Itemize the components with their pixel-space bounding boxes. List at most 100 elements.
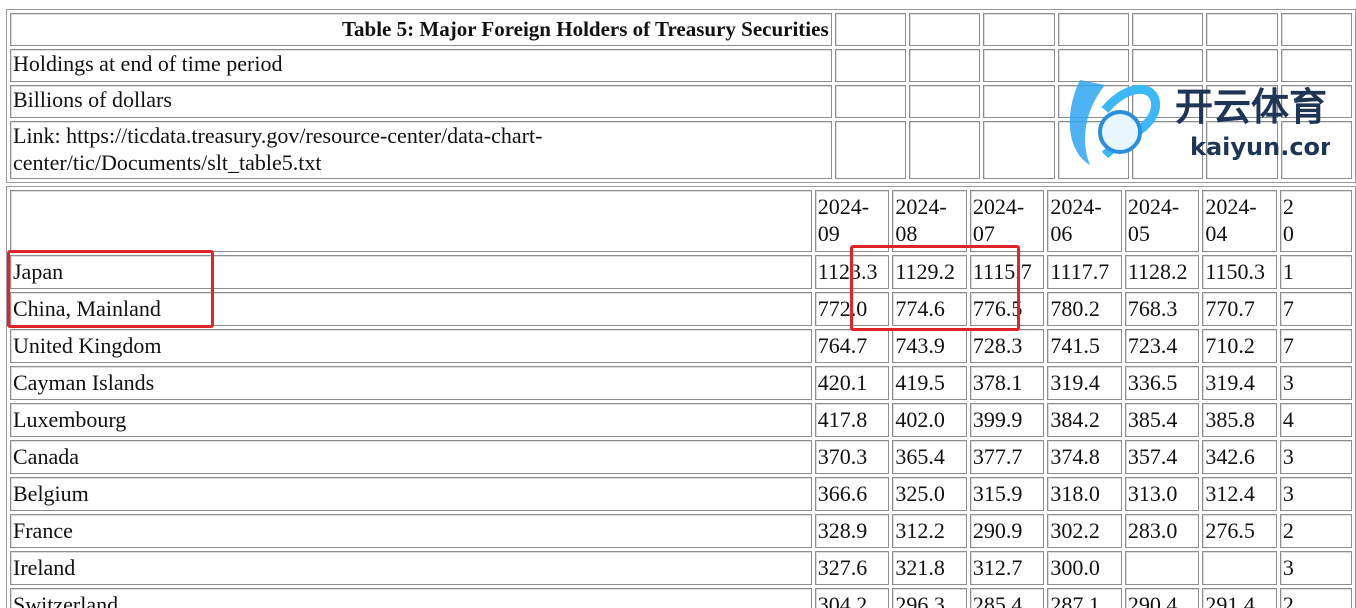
value-cell: 327.6	[814, 551, 890, 585]
value-cell: 402.0	[892, 403, 967, 437]
header-blank	[10, 190, 812, 252]
country-cell: Switzerland	[10, 588, 812, 608]
column-header: 2024- 04	[1202, 190, 1277, 252]
value-cell: 319.4	[1047, 366, 1122, 400]
column-header: 2024- 09	[814, 190, 890, 252]
column-header: 2024- 06	[1047, 190, 1122, 252]
value-cell: 4	[1279, 403, 1352, 437]
value-cell: 764.7	[814, 329, 890, 363]
table-row: Japan 1123.3 1129.2 1115.7 1117.7 1128.2 1150.…	[10, 255, 1352, 289]
country-cell: Belgium	[10, 477, 812, 511]
column-header: 2024- 07	[969, 190, 1045, 252]
value-cell: 315.9	[969, 477, 1045, 511]
country-cell: China, Mainland	[10, 292, 812, 326]
value-cell: 321.8	[892, 551, 967, 585]
country-cell: Canada	[10, 440, 812, 474]
holdings-table: 2024- 09 2024- 08 2024- 07 2024- 06 2024- 05 2024-…	[6, 186, 1356, 608]
value-cell: 774.6	[892, 292, 967, 326]
value-cell: 1123.3	[814, 255, 890, 289]
source-link[interactable]: Link: https://ticdata.treasury.gov/resou…	[10, 121, 832, 179]
value-cell: 399.9	[969, 403, 1045, 437]
value-cell: 304.2	[814, 588, 890, 608]
table-header-info: Table 5: Major Foreign Holders of Treasu…	[6, 9, 1356, 183]
value-cell: 328.9	[814, 514, 890, 548]
holdings-note: Holdings at end of time period	[10, 49, 832, 82]
value-cell: 300.0	[1047, 551, 1122, 585]
value-cell: 312.2	[892, 514, 967, 548]
value-cell: 1150.3	[1202, 255, 1277, 289]
header-row: 2024- 09 2024- 08 2024- 07 2024- 06 2024- 05 2024-…	[10, 190, 1352, 252]
value-cell: 2	[1279, 514, 1352, 548]
country-cell: Japan	[10, 255, 812, 289]
table-row: Luxembourg 417.8 402.0 399.9 384.2 385.4 385.8…	[10, 403, 1352, 437]
units-note: Billions of dollars	[10, 85, 832, 118]
value-cell: 319.4	[1202, 366, 1277, 400]
value-cell: 7	[1279, 292, 1352, 326]
value-cell: 302.2	[1047, 514, 1122, 548]
value-cell: 290.4	[1124, 588, 1200, 608]
value-cell	[1124, 551, 1200, 585]
value-cell: 365.4	[892, 440, 967, 474]
country-cell: Ireland	[10, 551, 812, 585]
column-header: 2024- 05	[1124, 190, 1200, 252]
table-title: Table 5: Major Foreign Holders of Treasu…	[10, 13, 832, 46]
value-cell: 1	[1279, 255, 1352, 289]
value-cell: 728.3	[969, 329, 1045, 363]
value-cell: 3	[1279, 551, 1352, 585]
value-cell: 710.2	[1202, 329, 1277, 363]
country-cell: United Kingdom	[10, 329, 812, 363]
column-header: 2024- 08	[892, 190, 967, 252]
table-row: Canada 370.3 365.4 377.7 374.8 357.4 342.6 3	[10, 440, 1352, 474]
value-cell: 283.0	[1124, 514, 1200, 548]
value-cell: 772.0	[814, 292, 890, 326]
value-cell: 384.2	[1047, 403, 1122, 437]
value-cell: 374.8	[1047, 440, 1122, 474]
value-cell: 325.0	[892, 477, 967, 511]
value-cell: 318.0	[1047, 477, 1122, 511]
value-cell: 287.1	[1047, 588, 1122, 608]
table-row: Ireland 327.6 321.8 312.7 300.0 3	[10, 551, 1352, 585]
value-cell: 291.4	[1202, 588, 1277, 608]
value-cell: 377.7	[969, 440, 1045, 474]
value-cell: 313.0	[1124, 477, 1200, 511]
value-cell: 312.7	[969, 551, 1045, 585]
value-cell: 770.7	[1202, 292, 1277, 326]
value-cell: 741.5	[1047, 329, 1122, 363]
value-cell: 312.4	[1202, 477, 1277, 511]
value-cell: 336.5	[1124, 366, 1200, 400]
value-cell: 776.5	[969, 292, 1045, 326]
value-cell: 3	[1279, 366, 1352, 400]
table-row: Belgium 366.6 325.0 315.9 318.0 313.0 312.4 3	[10, 477, 1352, 511]
value-cell: 2	[1279, 588, 1352, 608]
value-cell: 296.3	[892, 588, 967, 608]
value-cell: 743.9	[892, 329, 967, 363]
value-cell: 419.5	[892, 366, 967, 400]
value-cell: 3	[1279, 440, 1352, 474]
value-cell: 1129.2	[892, 255, 967, 289]
value-cell: 385.8	[1202, 403, 1277, 437]
value-cell: 370.3	[814, 440, 890, 474]
table-row: China, Mainland 772.0 774.6 776.5 780.2 768.3…	[10, 292, 1352, 326]
value-cell: 342.6	[1202, 440, 1277, 474]
table-row: Switzerland 304.2 296.3 285.4 287.1 290.4 291.…	[10, 588, 1352, 608]
value-cell: 357.4	[1124, 440, 1200, 474]
value-cell: 1128.2	[1124, 255, 1200, 289]
country-cell: Luxembourg	[10, 403, 812, 437]
value-cell: 3	[1279, 477, 1352, 511]
value-cell: 378.1	[969, 366, 1045, 400]
country-cell: France	[10, 514, 812, 548]
value-cell: 768.3	[1124, 292, 1200, 326]
value-cell: 420.1	[814, 366, 890, 400]
value-cell: 780.2	[1047, 292, 1122, 326]
country-cell: Cayman Islands	[10, 366, 812, 400]
table-row: France 328.9 312.2 290.9 302.2 283.0 276.5 2	[10, 514, 1352, 548]
value-cell: 7	[1279, 329, 1352, 363]
value-cell: 417.8	[814, 403, 890, 437]
value-cell: 366.6	[814, 477, 890, 511]
table-row: United Kingdom 764.7 743.9 728.3 741.5 723.4 7…	[10, 329, 1352, 363]
value-cell: 723.4	[1124, 329, 1200, 363]
value-cell	[1202, 551, 1277, 585]
value-cell: 290.9	[969, 514, 1045, 548]
value-cell: 1117.7	[1047, 255, 1122, 289]
